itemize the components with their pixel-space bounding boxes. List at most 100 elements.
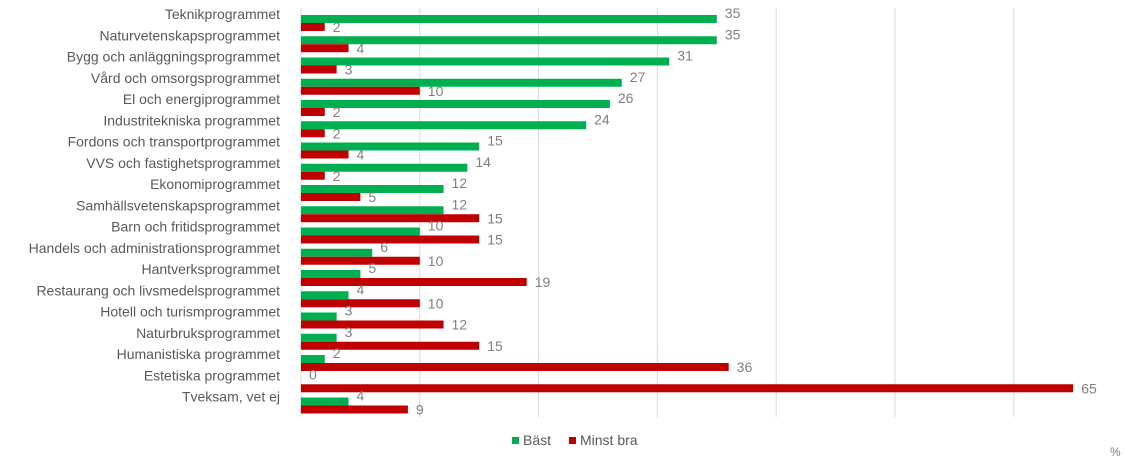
data-label: 2	[333, 168, 341, 184]
bar-bast	[301, 121, 587, 130]
category-label: Teknikprogrammet	[165, 6, 280, 22]
category-label: Naturbruksprogrammet	[136, 325, 280, 341]
bar-bast	[301, 15, 717, 23]
data-label: 15	[487, 210, 503, 226]
category-label: Tveksam, vet ej	[182, 389, 280, 405]
data-label: 12	[452, 317, 468, 333]
bar-bast	[301, 355, 325, 363]
bar-bast	[301, 100, 610, 108]
category-label: Bygg och anläggningsprogrammet	[67, 49, 280, 65]
bar-minst-bra	[301, 363, 729, 371]
legend-swatch	[569, 437, 576, 444]
data-label: 15	[487, 232, 503, 248]
category-label: Samhällsvetenskapsprogrammet	[76, 197, 280, 213]
category-label: VVS och fastighetsprogrammet	[86, 155, 280, 171]
bar-bast	[301, 36, 717, 45]
bar-minst-bra	[301, 320, 444, 329]
bars	[301, 15, 1074, 414]
category-label: Industritekniska programmet	[103, 112, 280, 128]
bar-bast	[301, 270, 361, 278]
category-label: Ekonomiprogrammet	[150, 176, 280, 192]
data-label: 5	[368, 189, 376, 205]
bar-minst-bra	[301, 384, 1074, 393]
data-label: 15	[487, 338, 503, 354]
data-label: 2	[333, 125, 341, 141]
bar-minst-bra	[301, 44, 349, 53]
category-label: Vård och omsorgsprogrammet	[91, 70, 280, 86]
data-label: 6	[380, 239, 388, 255]
legend: Bäst Minst bra	[512, 432, 638, 448]
data-label: 3	[345, 62, 353, 78]
data-label: 0	[309, 366, 317, 382]
bar-minst-bra	[301, 341, 480, 350]
category-label: Barn och fritidsprogrammet	[111, 219, 280, 235]
bar-minst-bra	[301, 23, 325, 31]
category-label: Hotell och turismprogrammet	[100, 304, 280, 320]
data-label: 19	[535, 274, 551, 290]
legend-label: Bäst	[523, 432, 551, 448]
bar-bast	[301, 206, 444, 215]
data-label: 4	[357, 147, 365, 163]
data-label: 26	[618, 90, 634, 106]
data-label: 9	[416, 402, 424, 418]
bar-bast	[301, 333, 337, 342]
bar-minst-bra	[301, 129, 325, 138]
bar-minst-bra	[301, 278, 527, 286]
data-label: 10	[428, 253, 444, 269]
data-label: 4	[357, 281, 365, 297]
legend-label: Minst bra	[580, 432, 638, 448]
category-label: Humanistiska programmet	[117, 346, 280, 362]
data-label: 12	[452, 175, 468, 191]
data-label: 3	[345, 303, 353, 319]
data-label: 10	[428, 218, 444, 234]
data-label: 4	[357, 388, 365, 404]
data-label: 35	[725, 26, 741, 42]
data-label: 10	[428, 295, 444, 311]
bar-bast	[301, 227, 420, 236]
bar-minst-bra	[301, 65, 337, 74]
category-label: Handels och administrationsprogrammet	[29, 240, 280, 256]
bar-bast	[301, 185, 444, 193]
data-label: 2	[333, 104, 341, 120]
bar-bast	[301, 142, 480, 151]
data-label: 36	[737, 359, 753, 375]
bar-bast	[301, 78, 622, 87]
data-label: 31	[677, 48, 693, 64]
data-label: 3	[345, 324, 353, 340]
bar-minst-bra	[301, 299, 420, 308]
data-label: 27	[630, 69, 646, 85]
category-label: Hantverksprogrammet	[142, 261, 281, 277]
bar-bast	[301, 397, 349, 406]
data-label: 65	[1081, 380, 1097, 396]
x-axis-unit-label: %	[1110, 445, 1121, 458]
bar-minst-bra	[301, 108, 325, 116]
bar-minst-bra	[301, 86, 420, 95]
data-label: 24	[594, 111, 610, 127]
bar-bast	[301, 312, 337, 321]
category-labels: Teknikprogrammet Naturvetenskapsprogramme…	[29, 6, 280, 405]
bar-minst-bra	[301, 235, 480, 244]
data-label: 2	[333, 19, 341, 35]
bar-minst-bra	[301, 171, 325, 180]
data-label: 5	[368, 260, 376, 276]
bar-minst-bra	[301, 214, 480, 223]
legend-swatch	[512, 437, 519, 444]
bar-bast	[301, 57, 670, 66]
bar-minst-bra	[301, 256, 420, 265]
category-label: El och energiprogrammet	[123, 91, 280, 107]
data-label: 12	[452, 196, 468, 212]
gridlines	[300, 8, 1015, 417]
category-label: Estetiska programmet	[144, 367, 280, 383]
data-label: 35	[725, 5, 741, 21]
data-label: 4	[357, 40, 365, 56]
bar-minst-bra	[301, 150, 349, 159]
category-label: Naturvetenskapsprogrammet	[99, 27, 280, 43]
bar-bast	[301, 163, 468, 172]
bar-bast	[301, 248, 373, 257]
data-label: 2	[333, 345, 341, 361]
category-label: Restaurang och livsmedelsprogrammet	[36, 282, 280, 298]
bar-minst-bra	[301, 193, 361, 201]
bar-minst-bra	[301, 405, 408, 414]
